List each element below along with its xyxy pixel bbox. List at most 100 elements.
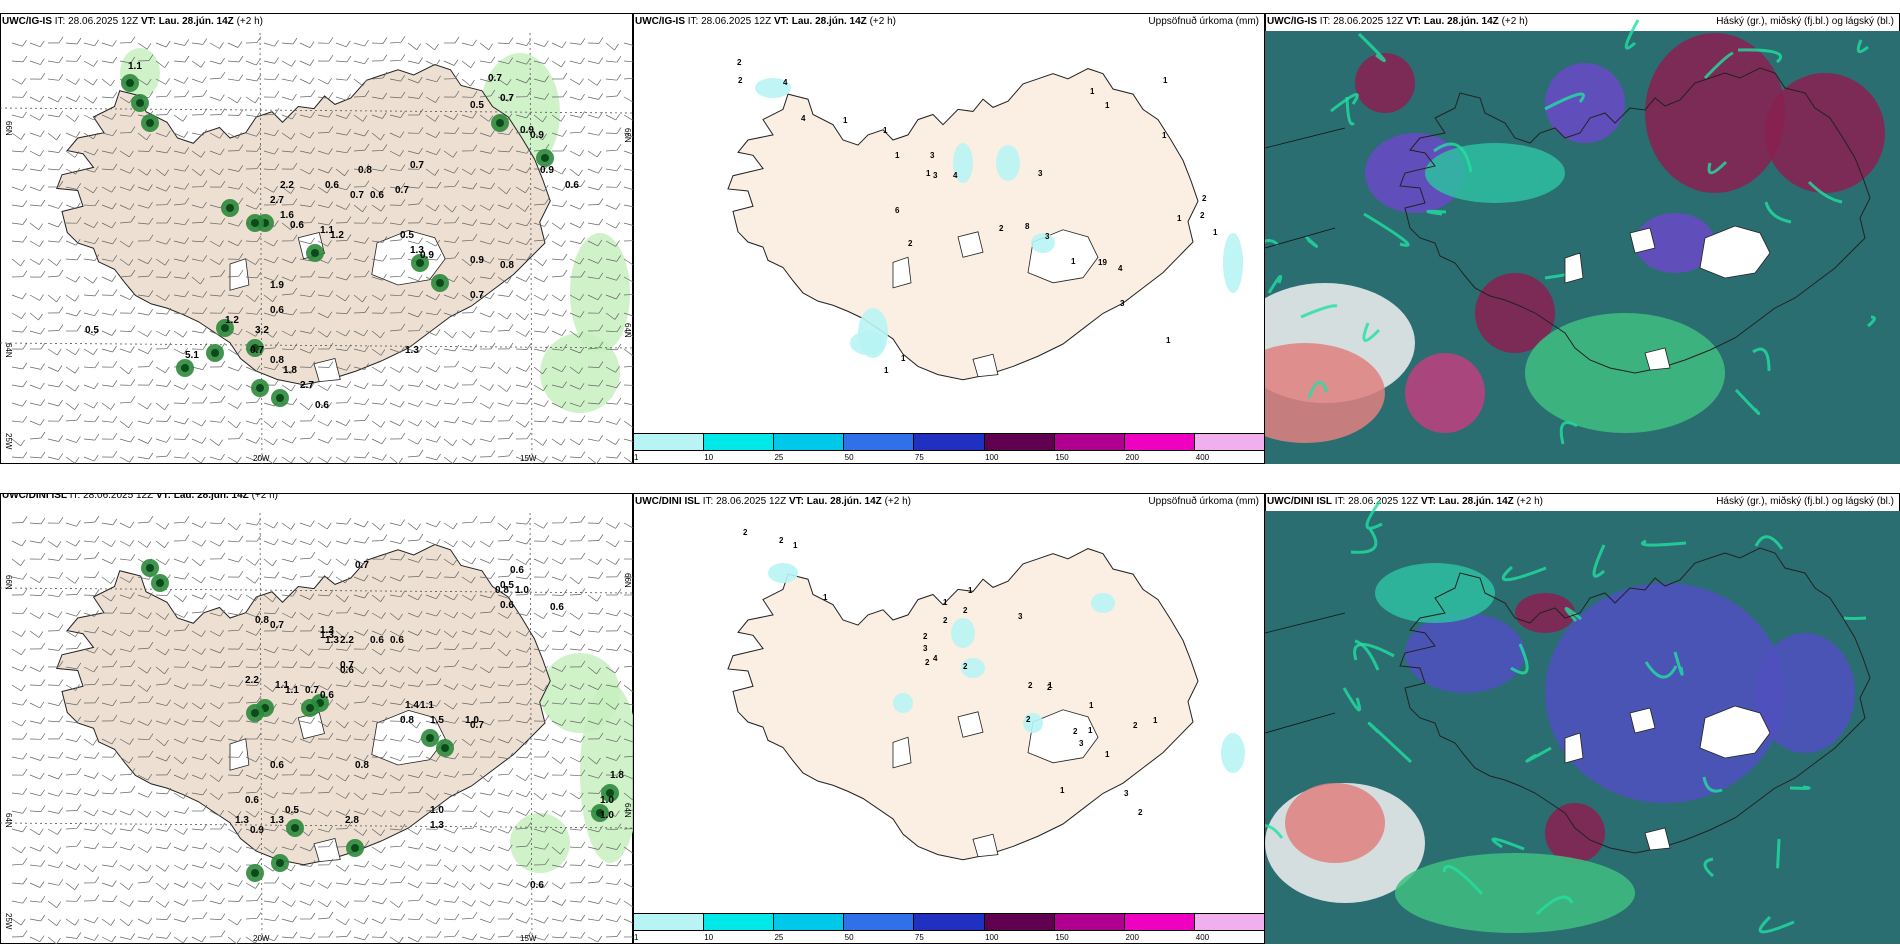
wind-barb-feather [130,215,136,223]
wind-value-label: 0.8 [495,585,509,596]
wind-barb [317,630,329,633]
wind-barb-feather [526,381,531,388]
wind-barb-feather [562,790,567,797]
wind-barb [83,240,95,245]
wind-barb [623,540,633,543]
wind-barb-feather [184,397,190,404]
wind-barb [335,96,347,101]
wind-barb [101,810,113,816]
wind-barb-feather [184,807,189,814]
wind-barb-feather [292,717,297,724]
wind-barb [281,222,291,230]
wind-barb [497,810,509,814]
wind-barb [101,132,113,137]
wind-barb-feather [220,71,226,79]
wind-barb [227,540,240,543]
wind-barb [137,168,148,176]
wind-barb-feather [202,235,208,243]
wind-barb [101,864,113,867]
wind-barb [479,738,491,743]
wind-barb-feather [274,934,279,941]
wind-barb [533,60,545,65]
wind-barb-feather [39,665,45,672]
wind-barb-feather [400,645,405,652]
wind-barb-feather [94,610,99,617]
wind-barb-feather [471,900,476,907]
wind-barb [479,521,492,524]
convective-core-10 [211,349,219,357]
wind-barb-feather [544,934,549,941]
wind-barb-feather [146,541,152,548]
wind-barb-feather [202,788,208,796]
wind-barb-feather [418,806,424,813]
wind-barb-feather [562,184,567,191]
wind-barb [137,647,150,650]
precip-value-label: 4 [783,78,788,87]
wind-barb [497,756,509,760]
convective-core-6 [311,249,319,257]
iceland-precip-svg-top [727,68,1199,381]
wind-barb [461,684,472,691]
wind-barb [245,114,257,117]
wind-barb-feather [346,128,352,136]
wind-barb [101,60,113,64]
wind-barb [389,882,402,884]
wind-barb-feather [544,734,550,741]
wind-barb-feather [418,645,424,652]
wind-barb-feather [507,222,512,229]
wind-barb-feather [525,774,530,781]
wind-barb-feather [183,936,188,944]
wind-barb [479,150,491,154]
wind-barb-feather [310,327,315,334]
wind-barb-feather [220,734,226,742]
wind-barb [515,150,527,154]
wind-barb-feather [400,698,406,705]
wind-barb-feather [237,239,243,246]
wind-barb-feather [490,218,496,225]
wind-barb-feather [560,223,566,230]
wind-barb [47,702,59,706]
wind-barb-feather [327,773,333,780]
wind-barb [101,558,113,565]
precip-patch-2 [961,658,985,678]
wind-barb-feather [382,307,388,314]
wind-barb-feather [380,648,386,656]
wind-barb-feather [40,717,45,724]
wind-barb [335,756,347,761]
lat-label-66: 66N [4,575,13,590]
cloud-blob-7 [1755,633,1855,753]
wind-barb [461,132,474,135]
wind-barb [623,522,633,529]
wind-barb-feather [310,551,316,559]
wind-barb [425,576,437,579]
wind-barb-feather [166,130,171,137]
wind-barb-feather [166,307,172,315]
wind-barb-feather [76,895,82,902]
wind-barb-feather [561,365,567,372]
wind-barb-feather [129,900,134,907]
wind-barb-feather [202,129,208,136]
wind-barb [65,630,76,637]
wind-barb-feather [111,113,117,120]
wind-barb-feather [400,715,406,722]
wind-barb-feather [544,895,550,902]
wind-barb-feather [328,571,334,578]
wind-barb-feather [146,811,152,818]
wind-barb-feather [544,233,550,241]
wind-barb [497,846,509,852]
wind-barb-feather [598,324,604,331]
wind-barb-feather [202,38,208,45]
wind-barb [551,456,563,462]
wind-barb [623,918,633,924]
wind-barb-feather [147,791,153,798]
wind-barb-feather [112,345,117,353]
wind-barb-feather [544,826,549,833]
wind-barb [209,60,221,65]
wind-barb-feather [434,43,439,51]
precip-value-label: 1 [1090,87,1095,96]
wind-barb-feather [508,768,514,775]
wind-barb-feather [128,367,133,375]
wind-barb-feather [580,415,586,422]
wind-barb-feather [453,683,459,690]
wind-barb [209,522,222,525]
